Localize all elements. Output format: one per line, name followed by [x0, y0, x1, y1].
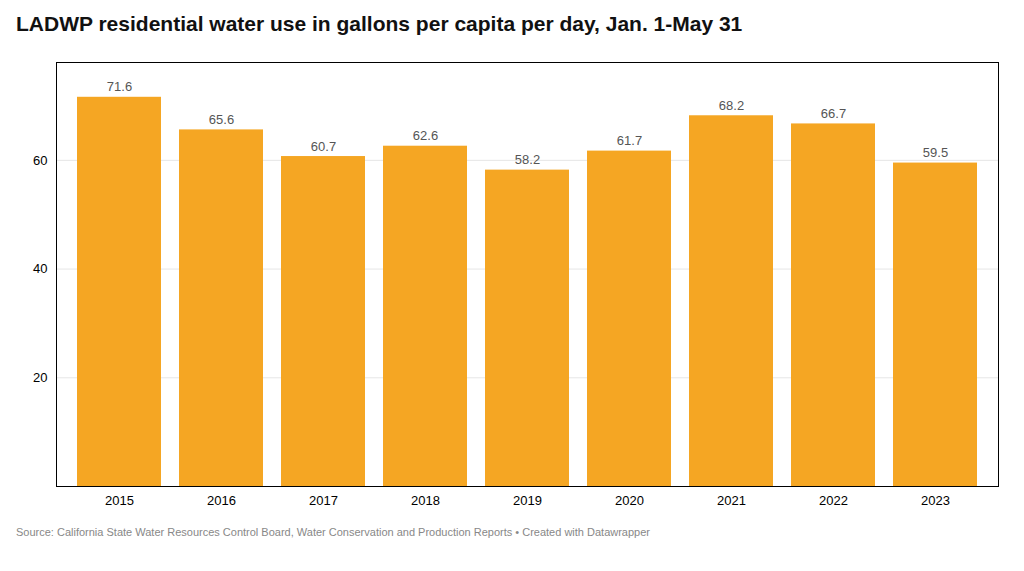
- svg-text:2022: 2022: [819, 493, 848, 508]
- svg-text:2015: 2015: [105, 493, 134, 508]
- svg-text:58.2: 58.2: [515, 152, 540, 167]
- svg-text:2020: 2020: [615, 493, 644, 508]
- svg-text:2021: 2021: [717, 493, 746, 508]
- svg-text:66.7: 66.7: [821, 106, 846, 121]
- svg-text:40: 40: [33, 261, 47, 276]
- svg-text:62.6: 62.6: [413, 128, 438, 143]
- svg-text:2018: 2018: [411, 493, 440, 508]
- svg-text:2016: 2016: [207, 493, 236, 508]
- svg-text:2023: 2023: [921, 493, 950, 508]
- html-text:LADWP residential water use in: LADWP residential water use in gallons p…: [16, 12, 743, 35]
- svg-text:68.2: 68.2: [719, 98, 744, 113]
- svg-text:59.5: 59.5: [923, 145, 948, 160]
- html-text:Source: California State Water: Source: California State Water Resources…: [16, 526, 650, 538]
- svg-text:71.6: 71.6: [107, 79, 132, 94]
- svg-text:2019: 2019: [513, 493, 542, 508]
- svg-text:20: 20: [33, 370, 47, 385]
- svg-text:2017: 2017: [309, 493, 338, 508]
- svg-text:60.7: 60.7: [311, 139, 336, 154]
- svg-text:65.6: 65.6: [209, 112, 234, 127]
- svg-text:60: 60: [33, 153, 47, 168]
- svg-text:61.7: 61.7: [617, 133, 642, 148]
